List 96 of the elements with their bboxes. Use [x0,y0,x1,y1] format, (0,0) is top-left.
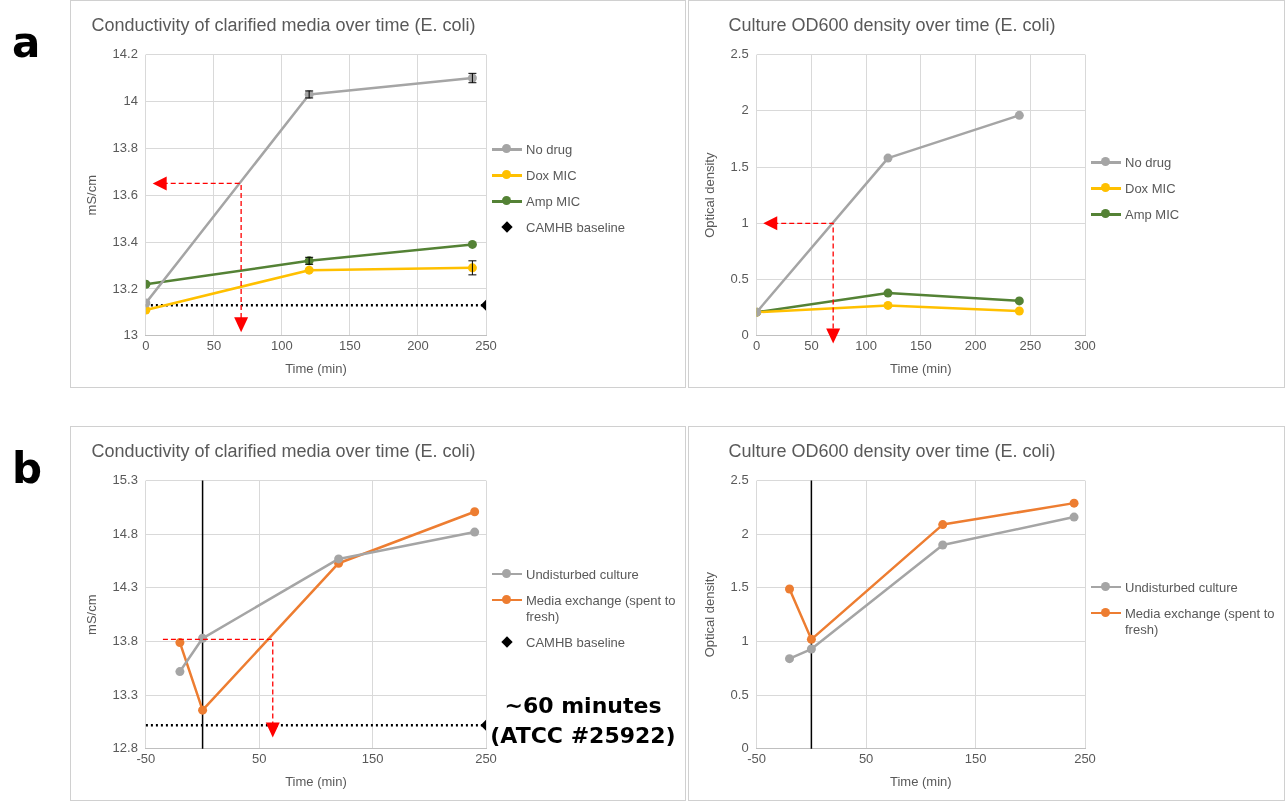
point [883,153,893,163]
point [304,265,314,275]
legend-label: Media exchange (spent to fresh) [526,592,676,625]
x-axis-title: Time (min) [285,773,347,789]
point [938,540,948,550]
x-tick-label: 250 [1074,751,1096,767]
legend-label: Amp MIC [1125,207,1180,224]
y-tick-label: 13.2 [112,280,138,296]
point [806,644,816,654]
x-tick-label: 50 [858,751,874,767]
point [334,554,344,564]
point [785,654,795,664]
legend-label: Undisturbed culture [1125,579,1238,596]
x-tick-label: 200 [407,338,429,354]
x-tick-label: 150 [361,751,384,767]
x-tick-label: 150 [964,751,987,767]
x-axis-title: Time (min) [285,360,347,376]
text: b [12,444,43,493]
y-tick-label: 2 [741,525,749,541]
y-tick-label: 13.8 [112,139,138,155]
x-axis-title: Time (min) [890,360,952,376]
y-tick-label: 0.5 [730,686,749,702]
y-tick-label: 13.3 [112,686,138,702]
y-axis-title: Optical density [702,152,718,238]
legend-label: Dox MIC [1125,181,1176,198]
point [1014,110,1024,120]
legend-label: No drug [526,142,573,159]
x-tick-label: -50 [136,751,156,767]
text: ~60 minutes (ATCC #25922) [489,692,677,750]
y-tick-label: 0 [741,327,749,343]
y-axis-title: mS/cm [84,594,100,635]
x-tick-label: -50 [747,751,767,767]
point [1014,306,1024,316]
legend-label: Dox MIC [526,168,577,185]
x-tick-label: 250 [475,751,497,767]
y-tick-label: 0.5 [730,271,749,287]
x-tick-label: 50 [206,338,222,354]
x-tick-label: 200 [964,338,987,354]
point [1014,296,1024,306]
y-tick-label: 13.8 [112,633,138,649]
point [883,300,893,310]
y-tick-label: 13 [123,327,138,343]
x-tick-label: 100 [271,338,293,354]
x-axis-title: Time (min) [890,773,952,789]
y-tick-label: 1.5 [730,158,749,174]
point [938,520,948,530]
text: a [12,18,41,67]
x-tick-label: 250 [1019,338,1042,354]
y-tick-label: 2.5 [730,46,749,62]
y-tick-label: 2.5 [730,472,749,488]
y-tick-label: 14.2 [112,46,138,62]
point [1069,512,1079,522]
point [1069,498,1079,508]
legend-label: CAMHB baseline [526,634,625,651]
point [785,584,795,594]
chart-title: Conductivity of clarified media over time (E. coli) [91,440,476,461]
legend-label: Amp MIC [526,194,581,211]
chart-title: Conductivity of clarified media over time (E. coli) [91,14,476,35]
point [883,288,893,298]
y-axis-title: mS/cm [84,174,100,216]
point [198,705,208,715]
point [467,239,477,249]
y-tick-label: 15.3 [112,472,138,488]
x-tick-label: 0 [142,338,150,354]
x-tick-label: 50 [804,338,819,354]
y-tick-label: 14.3 [112,579,138,595]
point [198,633,208,643]
y-tick-label: 2 [741,102,749,118]
y-tick-label: 13.6 [112,186,138,202]
y-tick-label: 1 [741,633,749,649]
y-tick-label: 1 [741,214,749,230]
y-tick-label: 14 [123,93,138,109]
y-tick-label: 13.4 [112,233,138,249]
x-tick-label: 300 [1074,338,1096,354]
x-tick-label: 0 [753,338,761,354]
x-tick-label: 150 [909,338,932,354]
legend-label: Undisturbed culture [526,566,639,583]
point [470,507,480,517]
y-tick-label: 12.8 [112,740,138,756]
x-tick-label: 150 [339,338,361,354]
x-tick-label: 50 [252,751,267,767]
y-tick-label: 0 [741,740,749,756]
legend-label: CAMHB baseline [526,220,625,237]
point [175,667,185,677]
point [470,527,480,537]
x-tick-label: 100 [855,338,877,354]
point [806,634,816,644]
point [175,638,185,648]
chart-title: Culture OD600 density over time (E. coli) [728,440,1056,461]
legend-label: Media exchange (spent to fresh) [1125,605,1275,638]
y-tick-label: 1.5 [730,579,749,595]
y-axis-title: Optical density [702,571,718,658]
chart-title: Culture OD600 density over time (E. coli) [728,14,1056,35]
y-tick-label: 14.8 [112,525,138,541]
x-tick-label: 250 [475,338,497,354]
legend-label: No drug [1125,155,1172,172]
